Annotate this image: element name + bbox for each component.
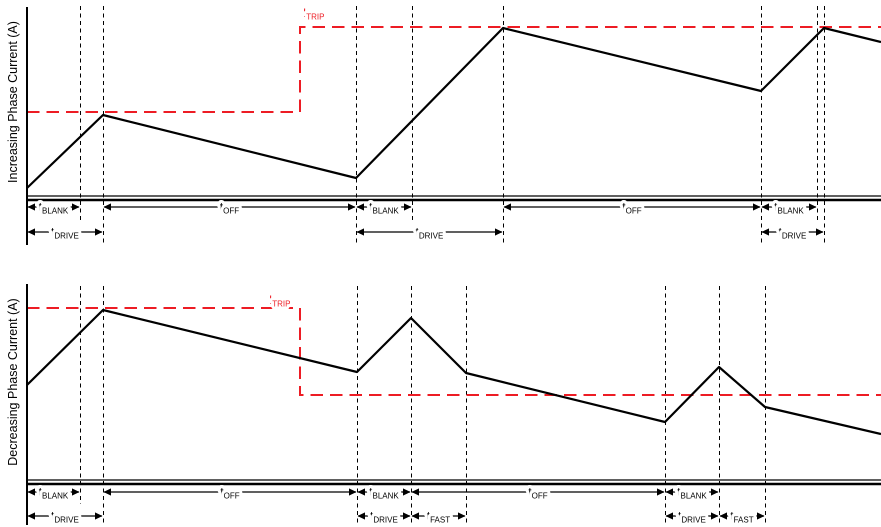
timing-label-drive: tDRIVE [51, 227, 79, 241]
arrowhead-right-icon [711, 488, 719, 496]
itrip-threshold-line [27, 26, 881, 113]
timing-annotation-blank: tBLANK [27, 199, 80, 219]
timing-label-blank: tBLANK [39, 202, 69, 216]
arrowhead-right-icon [816, 228, 824, 236]
arrowhead-right-icon [404, 203, 412, 211]
timing-annotation-drive: tDRIVE [27, 508, 103, 527]
arrowhead-left-icon [356, 228, 364, 236]
timing-annotation-drive: tDRIVE [761, 224, 824, 244]
arrowhead-left-icon [27, 488, 35, 496]
timing-label-drive: tDRIVE [678, 511, 706, 525]
timing-label-drive: tDRIVE [370, 511, 398, 525]
timing-annotation-blank: tBLANK [357, 484, 411, 504]
arrowhead-left-icon [411, 512, 419, 520]
timing-annotation-blank: tBLANK [665, 484, 719, 504]
timing-label-drive: tDRIVE [779, 227, 807, 241]
timing-annotation-blank: tBLANK [761, 199, 817, 219]
arrowhead-right-icon [809, 203, 817, 211]
itrip-label: ITRIP [303, 8, 324, 22]
timing-annotation-fast: tFAST [411, 508, 466, 527]
timing-annotation-drive: tDRIVE [357, 508, 411, 527]
itrip-threshold-line [27, 307, 881, 396]
timing-label-fast: tFAST [427, 511, 450, 525]
timing-label-off: tOFF [622, 202, 641, 216]
arrowhead-left-icon [719, 512, 727, 520]
arrowhead-right-icon [711, 512, 719, 520]
arrowhead-left-icon [503, 203, 511, 211]
timing-annotation-off: tOFF [103, 199, 356, 219]
arrowhead-left-icon [411, 488, 419, 496]
timing-label-off: tOFF [220, 202, 239, 216]
timing-label-off: tOFF [528, 487, 547, 501]
timing-annotation-off: tOFF [503, 199, 761, 219]
timing-label-blank: tBLANK [39, 487, 69, 501]
arrowhead-right-icon [72, 488, 80, 496]
arrowhead-right-icon [495, 228, 503, 236]
arrowhead-right-icon [349, 488, 357, 496]
itrip-label: ITRIP [269, 295, 290, 309]
y-axis-label-decreasing: Decreasing Phase Current (A) [6, 298, 20, 466]
timing-label-drive: tDRIVE [416, 227, 444, 241]
arrowhead-left-icon [665, 512, 673, 520]
chart-increasing: ITRIP tBLANK tOFF tBLANK tOFF tBLANK tDRIVE tDR… [26, 5, 881, 245]
arrowhead-right-icon [95, 512, 103, 520]
timing-label-drive: tDRIVE [51, 511, 79, 525]
y-axis-label-increasing: Increasing Phase Current (A) [6, 21, 20, 183]
timing-label-off: tOFF [220, 487, 239, 501]
arrowhead-left-icon [27, 512, 35, 520]
arrowhead-left-icon [27, 228, 35, 236]
chart-decreasing: ITRIP tBLANK tOFF tBLANK tOFF tBLANK tDRIVE tDR… [26, 284, 881, 527]
timing-label-fast: tFAST [730, 511, 753, 525]
arrowhead-left-icon [761, 203, 769, 211]
arrowhead-right-icon [753, 203, 761, 211]
arrowhead-right-icon [657, 488, 665, 496]
timing-annotation-drive: tDRIVE [665, 508, 719, 527]
timing-annotation-drive: tDRIVE [27, 224, 103, 244]
timing-annotation-fast: tFAST [719, 508, 765, 527]
arrowhead-left-icon [356, 203, 364, 211]
arrowhead-left-icon [27, 203, 35, 211]
phase-current-waveform [26, 26, 881, 189]
arrowhead-left-icon [103, 488, 111, 496]
arrowhead-right-icon [403, 488, 411, 496]
phase-current-waveform [26, 308, 881, 436]
arrowhead-right-icon [403, 512, 411, 520]
timing-annotation-off: tOFF [411, 484, 665, 504]
timing-label-blank: tBLANK [774, 202, 804, 216]
timing-label-blank: tBLANK [369, 202, 399, 216]
arrowhead-right-icon [72, 203, 80, 211]
timing-annotation-blank: tBLANK [27, 484, 80, 504]
timing-label-blank: tBLANK [677, 487, 707, 501]
arrowhead-left-icon [357, 488, 365, 496]
timing-label-blank: tBLANK [369, 487, 399, 501]
arrowhead-right-icon [757, 512, 765, 520]
arrowhead-left-icon [665, 488, 673, 496]
arrowhead-left-icon [357, 512, 365, 520]
arrowhead-right-icon [348, 203, 356, 211]
arrowhead-right-icon [95, 228, 103, 236]
timing-annotation-drive: tDRIVE [356, 224, 503, 244]
arrowhead-left-icon [761, 228, 769, 236]
arrowhead-right-icon [458, 512, 466, 520]
arrowhead-left-icon [103, 203, 111, 211]
timing-annotation-off: tOFF [103, 484, 357, 504]
timing-annotation-blank: tBLANK [356, 199, 412, 219]
